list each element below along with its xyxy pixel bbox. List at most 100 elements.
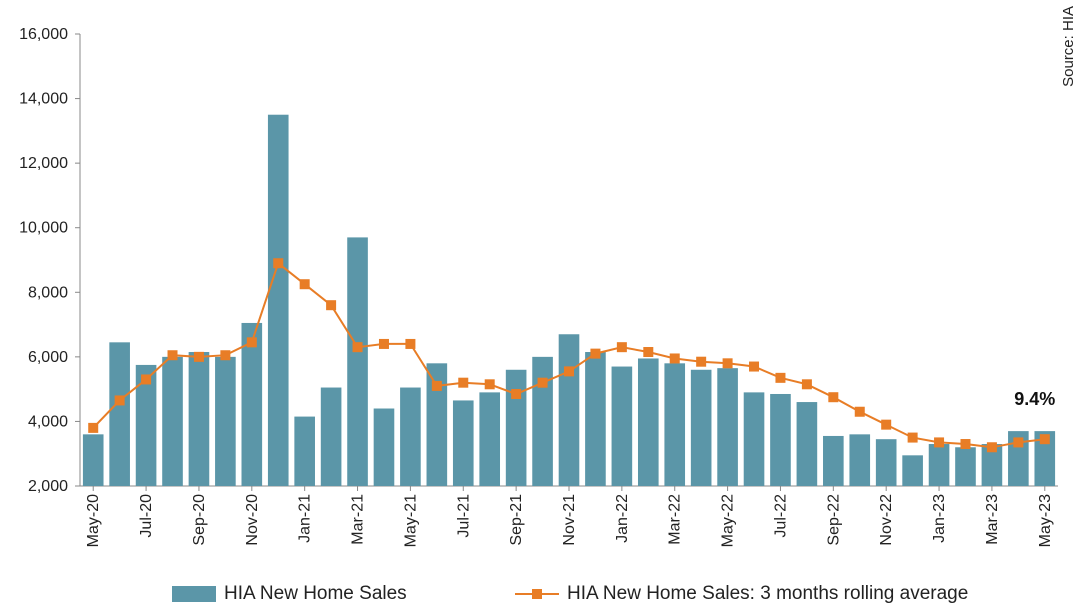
bar [637, 358, 659, 486]
rolling-average-point [167, 350, 178, 361]
legend-label-bars: HIA New Home Sales [224, 583, 407, 604]
y-tick-label: 4,000 [28, 413, 68, 430]
bar [823, 435, 844, 486]
x-tick-label: Nov-21 [561, 494, 578, 546]
x-tick-label: Mar-23 [984, 494, 1001, 545]
rolling-average-point [458, 377, 469, 388]
rolling-average-point [88, 422, 99, 433]
rolling-average-point [246, 337, 257, 348]
y-tick-label: 6,000 [28, 349, 68, 366]
y-tick-label: 2,000 [28, 478, 68, 495]
rolling-average-point [590, 348, 601, 359]
rolling-average-point [696, 356, 707, 367]
bar [373, 408, 395, 486]
rolling-average-point [352, 342, 363, 353]
bar [849, 434, 871, 486]
y-tick-label: 10,000 [19, 220, 68, 237]
y-tick-label: 12,000 [19, 155, 68, 172]
x-tick-label: Jan-22 [614, 494, 631, 543]
rolling-average-point [564, 366, 574, 377]
rolling-average-point [273, 258, 284, 269]
rolling-average-point [960, 439, 971, 450]
rolling-average-point [141, 374, 152, 385]
annotation-label: 9.4% [1014, 389, 1055, 409]
bar [162, 356, 183, 486]
rolling-average-point [934, 437, 945, 448]
bar [505, 369, 527, 486]
bar [1008, 431, 1029, 486]
x-tick-label: Mar-21 [350, 494, 367, 545]
bar [743, 392, 765, 486]
bar [585, 352, 606, 486]
bar [796, 402, 818, 486]
bar [82, 434, 104, 486]
bar [426, 363, 448, 486]
legend-line-swatch [515, 586, 559, 602]
chart-plot: 2,000 4,000 6,000 8,000 10,000 12,000 14,000 16… [19, 6, 1077, 547]
rolling-average-point [378, 338, 389, 349]
x-tick-label: Sep-20 [191, 494, 208, 546]
bar [981, 444, 1003, 486]
rolling-average-point [828, 392, 839, 403]
bar [611, 366, 633, 486]
bar [294, 416, 315, 486]
chart-legend: HIA New Home Sales HIA New Home Sales: 3… [0, 578, 1080, 610]
bar [452, 400, 474, 486]
source-label: Source: HIA [1060, 6, 1077, 87]
x-tick-label: May-22 [720, 494, 737, 547]
bar [532, 356, 553, 486]
bar [267, 114, 289, 486]
bar [1034, 431, 1056, 486]
bar [690, 369, 712, 486]
rolling-average-point [511, 388, 522, 399]
rolling-average-point [1013, 437, 1024, 448]
rolling-average-point [431, 380, 442, 391]
rolling-average-point [881, 419, 892, 430]
x-tick-label: Sep-22 [825, 494, 842, 546]
bar [875, 439, 897, 486]
x-tick-label: May-21 [402, 494, 419, 547]
x-tick-label: Jul-21 [455, 494, 472, 538]
bar [558, 334, 580, 486]
bar [902, 455, 923, 486]
rolling-average-point [1039, 434, 1050, 445]
legend-item-line: HIA New Home Sales: 3 months rolling ave… [515, 578, 968, 610]
rolling-average-point [643, 347, 654, 358]
rolling-average-point [114, 395, 125, 406]
bar [188, 352, 210, 486]
rolling-average-point [484, 379, 495, 390]
bar [135, 364, 157, 486]
bar [109, 342, 130, 486]
y-tick-label: 8,000 [28, 284, 68, 301]
rolling-average-point [775, 372, 786, 383]
rolling-average-point [854, 406, 865, 417]
rolling-average-point [722, 358, 733, 369]
x-tick-label: Jul-22 [772, 494, 789, 538]
x-tick-label: Sep-21 [508, 494, 525, 546]
x-tick-label: Nov-20 [244, 494, 261, 546]
bar [717, 368, 738, 486]
legend-label-line: HIA New Home Sales: 3 months rolling ave… [567, 583, 969, 604]
bar [241, 322, 263, 486]
rolling-average-point [801, 379, 812, 390]
rolling-average-point [616, 342, 627, 353]
x-tick-label: Jul-20 [138, 494, 155, 538]
rolling-average-point [299, 279, 310, 290]
bar [400, 387, 421, 486]
x-tick-label: Mar-22 [667, 494, 684, 545]
rolling-average-point [986, 442, 997, 453]
rolling-average-point [326, 300, 337, 311]
rolling-average-point [907, 432, 918, 443]
x-tick-label: Nov-22 [878, 494, 895, 546]
bar [664, 363, 686, 486]
rolling-average-point [669, 353, 680, 364]
y-tick-label: 16,000 [19, 26, 68, 43]
rolling-average-point [193, 351, 204, 362]
legend-item-bars: HIA New Home Sales [172, 578, 407, 610]
bar [770, 393, 791, 486]
x-tick-label: Jan-23 [931, 494, 948, 543]
rolling-average-point [220, 350, 231, 361]
bar [320, 387, 342, 486]
bar [955, 447, 976, 486]
